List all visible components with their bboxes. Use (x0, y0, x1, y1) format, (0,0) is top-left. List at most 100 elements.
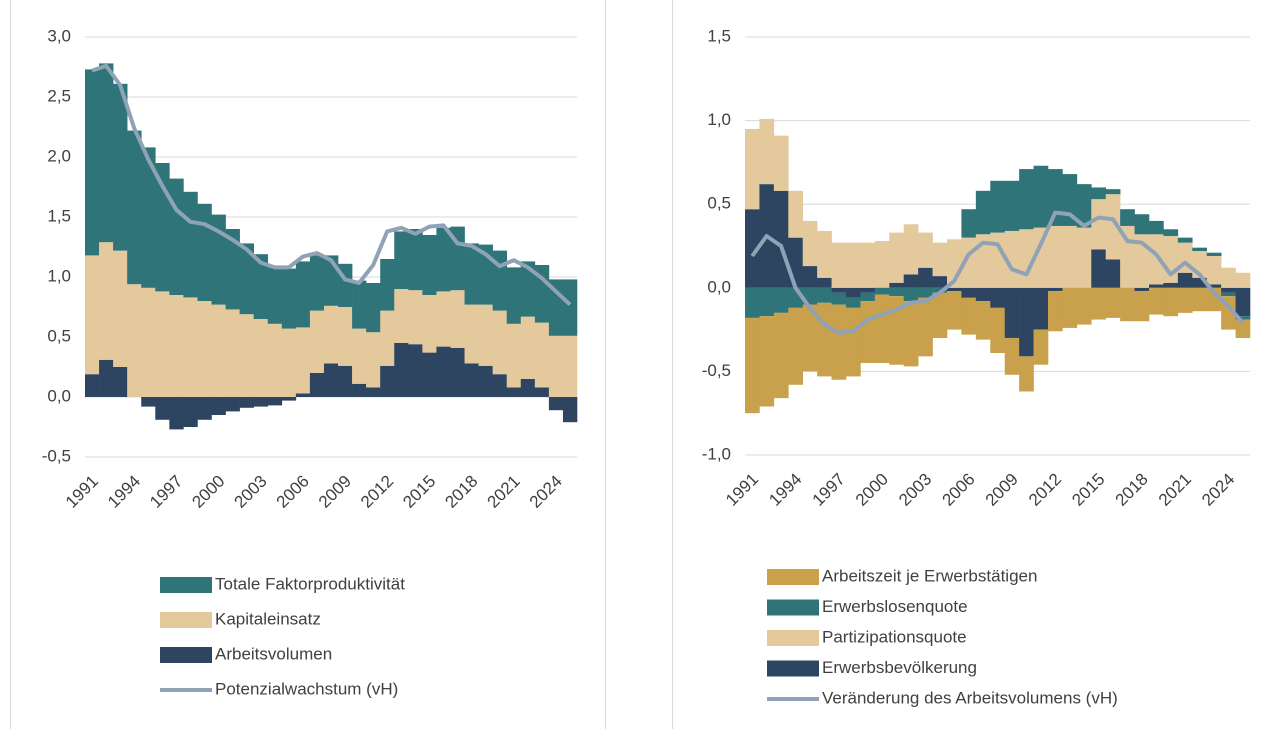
bar-segment (990, 287, 1006, 308)
bar-segment (281, 397, 297, 401)
bar-segment (773, 287, 789, 313)
bar-segment (817, 230, 832, 278)
bar-segment (1105, 287, 1121, 318)
bar-segment (548, 335, 564, 397)
bar-segment (975, 190, 991, 235)
bar-segment (1206, 252, 1222, 257)
bar-segment (113, 250, 128, 367)
x-tick-label: 2018 (1112, 470, 1152, 510)
bar-segment (1048, 225, 1063, 288)
bar-segment (903, 301, 919, 367)
x-tick-label: 2012 (1025, 470, 1065, 510)
x-tick-label: 1994 (104, 472, 144, 512)
bar-segment (464, 304, 479, 364)
y-tick-label: 1,0 (707, 110, 731, 129)
x-tick-label: 2018 (441, 472, 481, 512)
y-tick-label: 0,5 (707, 194, 731, 213)
y-tick-label: 2,0 (47, 146, 71, 165)
bar-segment (323, 305, 339, 364)
bar-segment (394, 289, 409, 343)
bar-segment (352, 280, 367, 329)
x-tick-label: 2015 (1068, 470, 1108, 510)
bar-segment (394, 231, 409, 289)
bar-segment (990, 307, 1006, 354)
bar-segment (889, 282, 905, 288)
legend-swatch (767, 599, 819, 616)
bar-segment (1033, 287, 1049, 330)
bar-segment (1221, 287, 1236, 293)
bar-segment (225, 229, 240, 310)
legend-label: Erwerbsbevölkerung (822, 658, 977, 677)
bar-segment (903, 287, 919, 302)
bar-segment (1120, 287, 1135, 322)
bar-segment (846, 287, 861, 298)
bar-segment (478, 304, 493, 366)
bar-segment (817, 277, 832, 288)
bar-segment (127, 284, 142, 397)
bar-segment (1134, 287, 1150, 292)
bar-segment (932, 242, 948, 277)
bar-segment (239, 243, 254, 315)
bar-segment (155, 397, 170, 420)
bar-segment (1091, 187, 1107, 200)
bar-segment (141, 397, 156, 407)
bar-segment (745, 128, 760, 210)
bar-segment (831, 304, 847, 380)
x-tick-label: 2024 (526, 472, 566, 512)
bar-segment (281, 268, 297, 329)
bar-segment (1235, 272, 1251, 288)
legend-swatch (767, 630, 819, 646)
bar-segment (520, 379, 536, 397)
bar-segment (562, 279, 578, 336)
bar-segment (802, 266, 818, 288)
bar-segment (874, 240, 890, 288)
bar-segment (846, 307, 861, 377)
y-tick-label: 3,0 (47, 26, 71, 45)
bar-segment (183, 297, 198, 397)
bar-segment (169, 295, 184, 397)
bar-segment (1033, 227, 1049, 288)
bar-segment (773, 135, 789, 191)
bar-segment (1091, 287, 1107, 320)
y-tick-label: -0,5 (702, 361, 731, 380)
bar-segment (975, 301, 991, 340)
bar-segment (366, 387, 381, 397)
y-tick-label: -0,5 (42, 446, 71, 465)
bar-segment (492, 374, 508, 397)
bar-segment (506, 387, 522, 397)
bar-segment (1192, 287, 1208, 312)
bar-segment (464, 363, 479, 397)
bar-segment (1004, 180, 1020, 231)
x-tick-label: 2021 (484, 472, 524, 512)
bar-segment (352, 383, 367, 397)
bar-segment (846, 242, 861, 288)
legend-swatch (160, 577, 212, 593)
bar-segment (961, 297, 977, 335)
line (91, 63, 572, 307)
bar-segment (1177, 272, 1193, 288)
legend-swatch (767, 569, 819, 585)
bar-segment (1192, 247, 1208, 252)
bar-segment (422, 352, 437, 397)
bar-segment (1149, 284, 1164, 288)
bar-segment (141, 287, 156, 397)
bar-segment (366, 332, 381, 388)
bar-segment (99, 242, 114, 360)
bar-segment (253, 254, 269, 319)
bar-segment (975, 287, 991, 302)
legend-label: Arbeitsvolumen (215, 644, 332, 663)
x-tick-label: 2009 (982, 470, 1022, 510)
legend-swatch (767, 660, 819, 677)
bar-segment (141, 147, 156, 288)
bar-segment (759, 316, 775, 407)
bar-segment (1105, 194, 1121, 260)
x-tick-label: 1997 (146, 472, 186, 512)
x-tick-label: 2000 (188, 472, 228, 512)
bar-segment (932, 292, 948, 338)
bar-segment (889, 296, 905, 365)
bar-segment (380, 259, 395, 311)
y-tick-label: 0,0 (707, 277, 731, 296)
bar-segment (225, 309, 240, 397)
bar-segment (1091, 249, 1107, 288)
bar-segment (1235, 316, 1251, 320)
